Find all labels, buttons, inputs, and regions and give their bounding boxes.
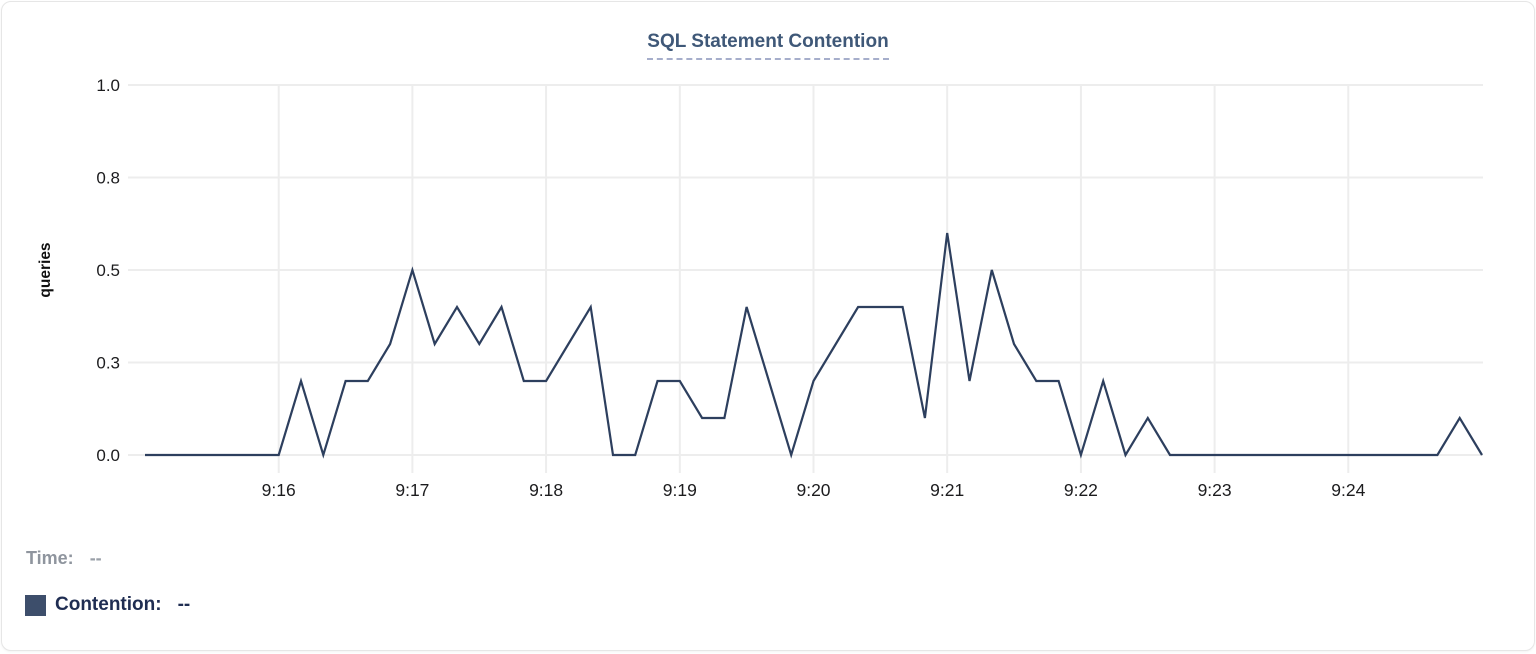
y-axis-label: queries (37, 242, 54, 297)
contention-series-line[interactable] (145, 232, 1483, 459)
y-tick-label: 1.0 (96, 76, 120, 95)
contention-swatch-icon (25, 594, 46, 616)
y-tick-label: 0.0 (96, 446, 120, 465)
time-value: -- (89, 548, 102, 568)
chart-title-wrap: SQL Statement Contention (2, 31, 1534, 60)
time-label: Time: (26, 548, 74, 568)
x-tick-label: 9:20 (796, 480, 830, 500)
y-tick-label: 0.8 (96, 169, 120, 188)
chart-title[interactable]: SQL Statement Contention (647, 31, 889, 60)
x-tick-label: 9:23 (1198, 480, 1232, 500)
grid-lines (128, 84, 1483, 473)
x-tick-label: 9:24 (1331, 480, 1365, 500)
contention-value: -- (177, 594, 191, 615)
x-tick-label: 9:16 (262, 480, 296, 500)
contention-label: Contention: (55, 594, 162, 615)
tooltip-readout-contention: Contention: -- (25, 594, 190, 616)
x-tick-label: 9:18 (529, 480, 563, 500)
axis-tick-labels: 0.0 0.3 0.5 0.8 1.0 9:16 9:17 9:18 9:19 9:20 9:21 9… (96, 76, 1365, 500)
x-tick-label: 9:22 (1064, 480, 1098, 500)
x-tick-label: 9:19 (663, 480, 697, 500)
x-tick-label: 9:17 (395, 480, 429, 500)
y-tick-label: 0.3 (96, 354, 120, 373)
tooltip-readout-time: Time: -- (26, 548, 102, 569)
y-tick-label: 0.5 (96, 261, 120, 280)
x-tick-label: 9:21 (930, 480, 964, 500)
